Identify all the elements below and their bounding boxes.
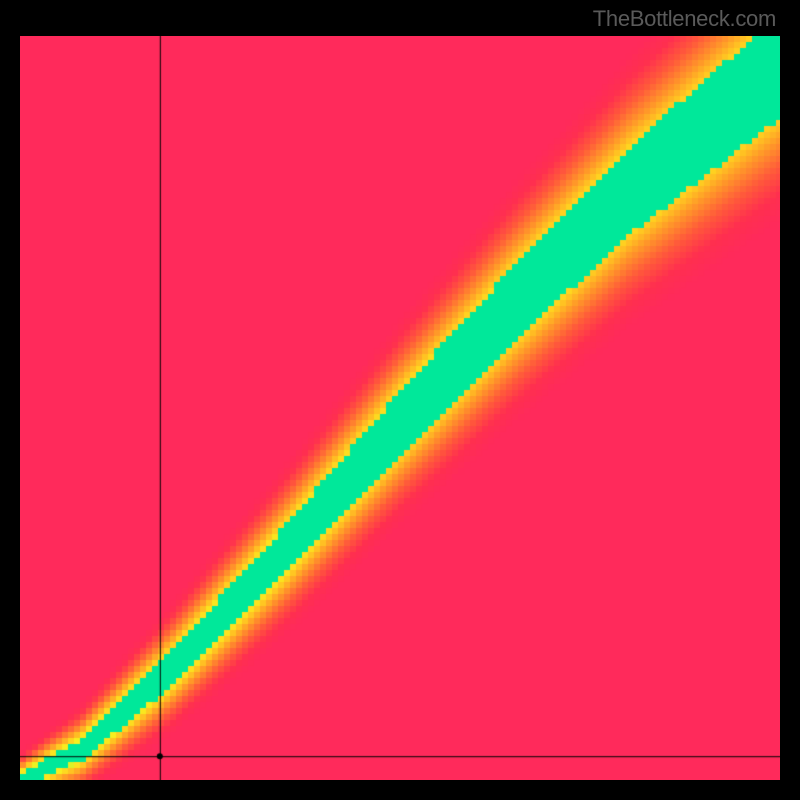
watermark: TheBottleneck.com (593, 6, 776, 32)
heatmap-canvas (20, 36, 780, 780)
heatmap-plot (20, 36, 780, 780)
